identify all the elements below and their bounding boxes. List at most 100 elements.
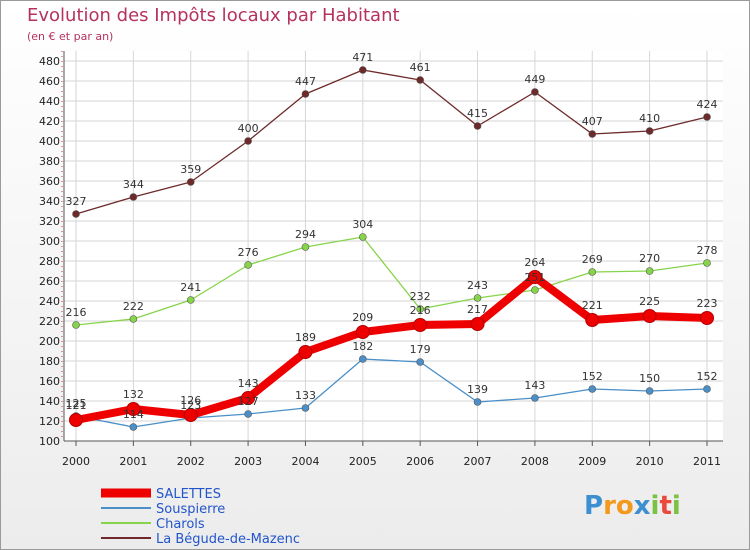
data-label: 278 [697,244,718,257]
data-label: 225 [639,295,660,308]
data-label: 269 [582,253,603,266]
y-tick-label: 100 [39,435,60,448]
data-label: 126 [180,394,201,407]
x-tick-label: 2010 [636,455,664,468]
data-point [531,394,539,402]
x-tick-label: 2004 [291,455,319,468]
y-tick-label: 480 [39,55,60,68]
data-point [645,127,654,135]
data-point [359,355,367,363]
y-tick-label: 360 [39,175,60,188]
legend-item: Charols [156,517,205,532]
data-point [244,137,252,145]
data-point [298,345,313,359]
series-line-2 [75,236,708,326]
data-point [588,385,597,393]
data-point [473,122,482,130]
data-point [703,259,711,267]
y-tick-label: 180 [39,355,60,368]
data-label: 123 [180,399,201,412]
x-tick-label: 2009 [578,455,606,468]
data-point [473,398,482,406]
data-label: 222 [123,300,144,313]
data-label: 304 [352,218,373,231]
series-line-0 [75,273,708,424]
data-point [527,270,542,284]
y-tick-label: 120 [39,415,60,428]
data-point [72,321,80,329]
y-tick-label: 380 [39,155,60,168]
y-tick-label: 280 [39,255,60,268]
data-label: 133 [295,389,316,402]
y-tick-label: 220 [39,315,60,328]
logo-letter: r [603,491,616,521]
data-label: 132 [123,388,144,401]
data-label: 461 [410,61,431,74]
data-point [470,317,485,331]
data-label: 221 [582,299,603,312]
x-tick-label: 2005 [349,455,377,468]
data-point [416,358,424,366]
data-label: 216 [66,306,87,319]
data-point [129,423,138,431]
y-tick-label: 300 [39,235,60,248]
y-tick-label: 240 [39,295,60,308]
data-label: 241 [180,281,201,294]
data-point [703,385,711,393]
data-label: 179 [410,343,431,356]
data-label: 223 [697,297,718,310]
data-label: 264 [524,256,545,269]
data-point [413,318,428,332]
y-tick-label: 460 [39,75,60,88]
proxiti-logo: Proxiti [584,491,681,521]
data-point [700,311,714,325]
logo-letter: i [671,491,681,521]
x-tick-label: 2002 [177,455,205,468]
data-label: 114 [123,408,144,421]
legend-item: SALETTES [156,487,221,502]
logo-letter: t [659,491,672,521]
data-label: 400 [238,122,259,135]
data-label: 327 [66,195,87,208]
data-point [244,261,252,269]
data-point [69,413,83,427]
x-tick-label: 2011 [693,455,721,468]
y-tick-label: 160 [39,375,60,388]
data-point [126,402,141,416]
x-tick-label: 2006 [406,455,434,468]
y-tick-label: 320 [39,215,60,228]
data-point [588,130,597,138]
data-label: 447 [295,75,316,88]
data-point [183,408,198,422]
data-point [588,268,597,276]
data-label: 152 [582,370,603,383]
data-label: 415 [467,107,488,120]
x-tick-label: 2000 [62,455,90,468]
data-label: 150 [639,372,660,385]
y-tick-label: 200 [39,335,60,348]
x-tick-label: 2008 [521,455,549,468]
data-label: 232 [410,290,431,303]
data-label: 270 [639,252,660,265]
y-tick-label: 420 [39,115,60,128]
x-tick-label: 2003 [234,455,262,468]
data-point [585,313,600,327]
data-label: 121 [66,399,87,412]
data-point [355,325,370,339]
data-point [186,296,195,304]
y-tick-label: 440 [39,95,60,108]
data-point [301,243,310,251]
chart-title: Evolution des Impôts locaux par Habitant [27,5,400,26]
data-label: 471 [352,51,373,64]
data-point [416,76,424,84]
data-label: 449 [524,73,545,86]
y-tick-label: 140 [39,395,60,408]
chart-subtitle: (en € et par an) [27,30,114,43]
legend-item: La Bégude-de-Mazenc [156,532,300,547]
data-label: 182 [352,340,373,353]
data-point [241,391,256,405]
data-point [473,294,482,302]
y-tick-label: 260 [39,275,60,288]
data-point [359,233,367,241]
plot-area [64,51,723,441]
